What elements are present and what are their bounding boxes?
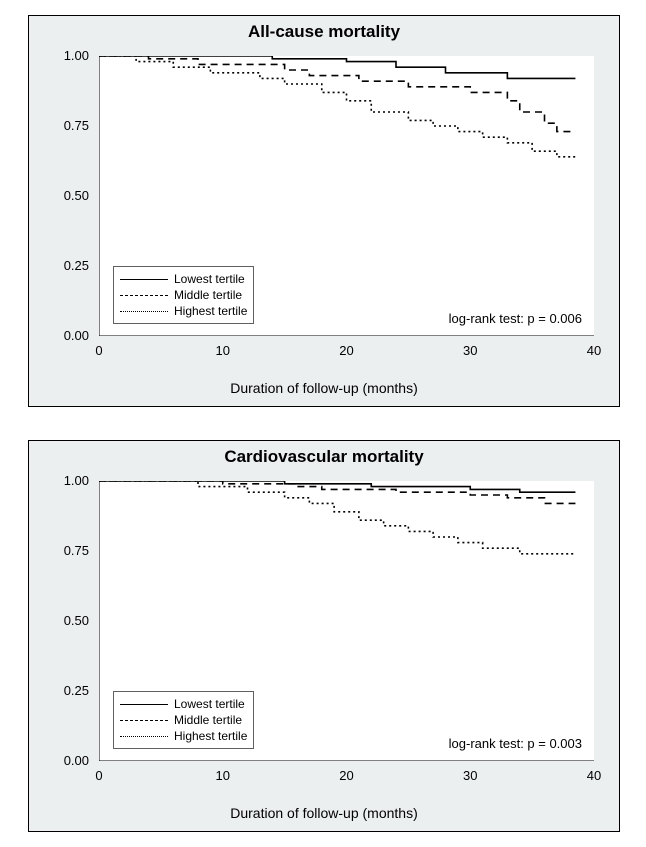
legend-label: Middle tertile bbox=[174, 713, 242, 727]
legend-row-middle: Middle tertile bbox=[120, 712, 247, 728]
y-tick-label: 1.00 bbox=[39, 48, 89, 63]
legend-label: Lowest tertile bbox=[174, 697, 245, 711]
logrank-annotation: log-rank test: p = 0.006 bbox=[449, 311, 582, 326]
x-tick-label: 40 bbox=[579, 768, 609, 783]
x-axis-label: Duration of follow-up (months) bbox=[29, 805, 619, 821]
y-tick-label: 0.75 bbox=[39, 543, 89, 558]
series-highest bbox=[99, 56, 575, 157]
legend-swatch-dashed bbox=[120, 720, 168, 721]
y-tick-label: 0.00 bbox=[39, 753, 89, 768]
logrank-annotation: log-rank test: p = 0.003 bbox=[449, 736, 582, 751]
legend: Lowest tertile Middle tertile Highest te… bbox=[113, 266, 254, 324]
legend-swatch-dotted bbox=[120, 311, 168, 312]
x-tick-label: 20 bbox=[332, 768, 362, 783]
x-tick-label: 40 bbox=[579, 343, 609, 358]
y-tick-label: 0.25 bbox=[39, 683, 89, 698]
series-group bbox=[99, 481, 575, 554]
legend-row-lowest: Lowest tertile bbox=[120, 696, 247, 712]
legend-row-middle: Middle tertile bbox=[120, 287, 247, 303]
y-tick-label: 0.00 bbox=[39, 328, 89, 343]
series-middle bbox=[99, 56, 575, 132]
legend-label: Highest tertile bbox=[174, 729, 247, 743]
legend-swatch-solid bbox=[120, 704, 168, 705]
plot-area: Lowest tertile Middle tertile Highest te… bbox=[99, 56, 594, 336]
figure-container: All-cause mortality Lowest tertile Middl bbox=[0, 0, 646, 847]
legend-label: Middle tertile bbox=[174, 288, 242, 302]
legend-row-lowest: Lowest tertile bbox=[120, 271, 247, 287]
y-tick-label: 0.75 bbox=[39, 118, 89, 133]
x-tick-label: 30 bbox=[455, 343, 485, 358]
panel-cardiovascular: Cardiovascular mortality Lowest tertile … bbox=[28, 440, 620, 832]
legend-swatch-dotted bbox=[120, 736, 168, 737]
legend-label: Lowest tertile bbox=[174, 272, 245, 286]
y-tick-label: 0.50 bbox=[39, 188, 89, 203]
x-tick-label: 0 bbox=[84, 768, 114, 783]
legend-row-highest: Highest tertile bbox=[120, 728, 247, 744]
x-tick-label: 10 bbox=[208, 343, 238, 358]
x-axis-label: Duration of follow-up (months) bbox=[29, 380, 619, 396]
legend-swatch-dashed bbox=[120, 295, 168, 296]
series-highest bbox=[99, 481, 575, 554]
panel-all-cause: All-cause mortality Lowest tertile Middl bbox=[28, 15, 620, 407]
x-tick-label: 20 bbox=[332, 343, 362, 358]
panel-title: Cardiovascular mortality bbox=[29, 447, 619, 467]
x-tick-label: 30 bbox=[455, 768, 485, 783]
plot-area: Lowest tertile Middle tertile Highest te… bbox=[99, 481, 594, 761]
legend: Lowest tertile Middle tertile Highest te… bbox=[113, 691, 254, 749]
y-tick-label: 0.25 bbox=[39, 258, 89, 273]
x-tick-label: 0 bbox=[84, 343, 114, 358]
legend-label: Highest tertile bbox=[174, 304, 247, 318]
x-tick-label: 10 bbox=[208, 768, 238, 783]
y-tick-label: 1.00 bbox=[39, 473, 89, 488]
legend-swatch-solid bbox=[120, 279, 168, 280]
y-tick-label: 0.50 bbox=[39, 613, 89, 628]
series-lowest bbox=[99, 481, 575, 492]
legend-row-highest: Highest tertile bbox=[120, 303, 247, 319]
series-group bbox=[99, 56, 575, 157]
panel-title: All-cause mortality bbox=[29, 22, 619, 42]
